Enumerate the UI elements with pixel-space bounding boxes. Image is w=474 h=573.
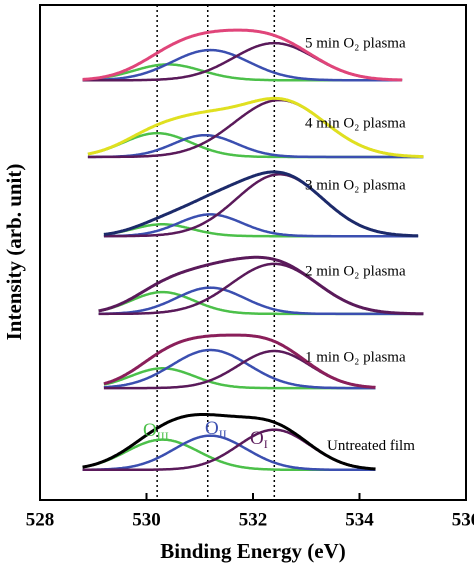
spectrum-label: 1 min O₂ plasma [305,350,406,366]
envelope-curve [87,96,424,159]
component-label: OI [250,428,268,450]
spectrum-label: 3 min O₂ plasma [305,178,406,194]
component-curve [103,213,419,238]
component-label: OIII [143,420,169,442]
component-label-main: O [143,420,157,441]
component-curve [87,133,424,159]
component-curve [103,348,376,390]
spectrum-label: 5 min O₂ plasma [305,36,406,52]
spectrum-label: 2 min O₂ plasma [305,263,406,279]
spectrum-label: Untreated film [327,438,415,454]
component-label-sub: II [219,427,227,441]
x-axis-label: Binding Energy (eV) [160,539,346,563]
component-curve [82,48,403,82]
envelope-curve [82,413,376,471]
envelope-curve [103,170,419,238]
x-tick-label: 530 [132,509,161,530]
x-tick-label: 532 [239,509,268,530]
component-label: OII [205,418,227,440]
component-curve [98,286,424,316]
component-label-sub: III [157,429,169,443]
component-label-sub: I [264,437,268,451]
component-label-main: O [250,428,264,449]
envelope-curve [82,28,403,82]
component-curve [82,434,376,472]
y-axis-label: Intensity (arb. unit) [2,164,26,341]
envelope-curve [103,333,376,389]
x-tick-label: 534 [345,509,374,530]
x-tick-label: 536 [452,509,474,530]
component-label-main: O [205,418,219,439]
spectrum-label: 4 min O₂ plasma [305,115,406,131]
envelope-curve [98,255,424,316]
x-tick-label: 528 [26,509,55,530]
